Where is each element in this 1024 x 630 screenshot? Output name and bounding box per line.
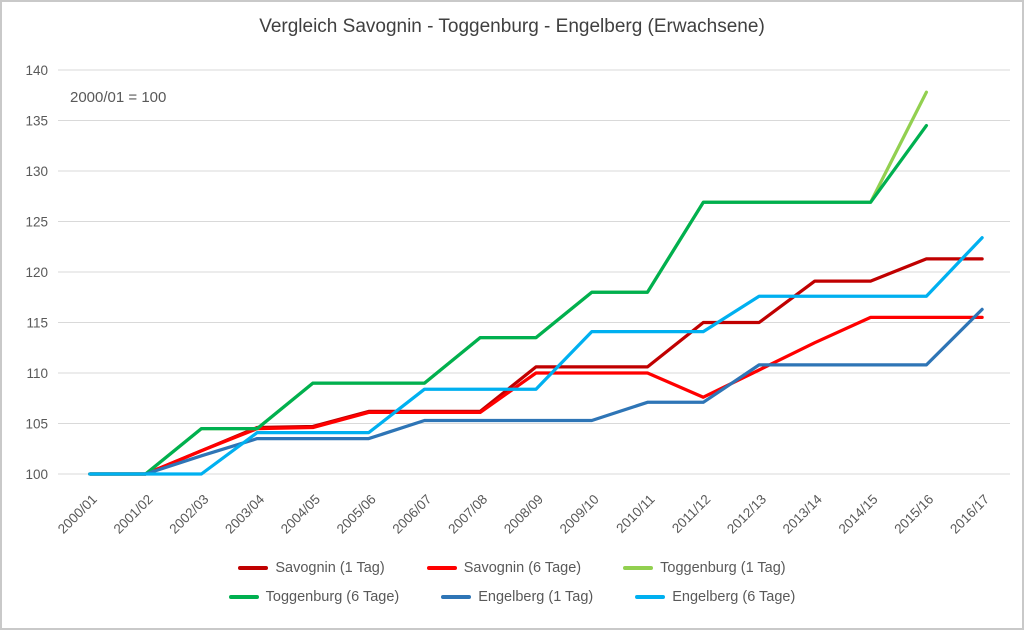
y-tick-label: 105 xyxy=(25,417,48,432)
legend-item-savognin-6-tage: Savognin (6 Tage) xyxy=(426,560,582,576)
series-line-toggenburg-6-tage xyxy=(88,123,929,476)
x-tick-label: 2008/09 xyxy=(501,492,546,537)
legend-item-toggenburg-1-tag: Toggenburg (1 Tag) xyxy=(623,560,786,576)
legend-line-swatch xyxy=(623,566,654,570)
x-tick-label: 2011/12 xyxy=(669,492,713,536)
legend-line-swatch xyxy=(441,595,472,599)
legend-item-engelberg-6-tage: Engelberg (6 Tage) xyxy=(635,589,795,605)
chart-title: Vergleich Savognin - Toggenburg - Engelb… xyxy=(259,16,765,37)
series-line-engelberg-1-tag xyxy=(88,307,984,476)
y-tick-label: 110 xyxy=(26,366,48,381)
x-tick-label: 2015/16 xyxy=(891,492,936,537)
legend-label: Toggenburg (1 Tag) xyxy=(660,560,786,576)
x-tick-label: 2014/15 xyxy=(836,492,881,537)
y-tick-label: 120 xyxy=(25,265,48,280)
series-line-toggenburg-1-tag xyxy=(88,90,929,476)
legend-label: Engelberg (6 Tage) xyxy=(672,589,796,605)
x-tick-label: 2004/05 xyxy=(278,492,323,537)
x-tick-label: 2002/03 xyxy=(166,492,211,537)
legend-label: Savognin (6 Tage) xyxy=(463,560,582,576)
series-line-engelberg-6-tage xyxy=(88,236,984,476)
x-tick-label: 2010/11 xyxy=(613,492,657,536)
x-tick-label: 2007/08 xyxy=(445,492,490,537)
x-tick-label: 2013/14 xyxy=(780,491,825,536)
legend-label: Savognin (1 Tag) xyxy=(275,560,385,576)
legend-line-swatch xyxy=(228,595,259,599)
legend-line-swatch xyxy=(635,595,666,599)
legend-item-savognin-1-tag: Savognin (1 Tag) xyxy=(238,560,385,576)
x-tick-label: 2006/07 xyxy=(389,492,434,537)
x-tick-label: 2003/04 xyxy=(222,491,267,536)
legend-line-swatch xyxy=(238,566,269,570)
x-tick-label: 2001/02 xyxy=(111,492,156,537)
legend-line-swatch xyxy=(426,566,457,570)
x-tick-label: 2000/01 xyxy=(55,492,100,537)
legend-item-engelberg-1-tag: Engelberg (1 Tag) xyxy=(441,589,593,605)
y-tick-label: 100 xyxy=(25,467,48,482)
y-tick-label: 140 xyxy=(25,63,48,78)
y-tick-label: 130 xyxy=(25,164,48,179)
y-tick-label: 135 xyxy=(25,114,48,129)
y-tick-label: 125 xyxy=(25,215,48,230)
legend-label: Engelberg (1 Tag) xyxy=(478,589,594,605)
index-base-annotation: 2000/01 = 100 xyxy=(70,89,167,106)
chart-legend: Savognin (1 Tag) Savognin (6 Tage) Toggenb… xyxy=(182,560,842,605)
x-tick-label: 2012/13 xyxy=(724,492,769,537)
x-tick-label: 2005/06 xyxy=(334,492,379,537)
legend-label: Toggenburg (6 Tage) xyxy=(265,589,400,605)
x-tick-label: 2009/10 xyxy=(557,492,602,537)
legend-item-toggenburg-6-tage: Toggenburg (6 Tage) xyxy=(228,589,400,605)
y-tick-label: 115 xyxy=(26,316,48,331)
x-tick-label: 2016/17 xyxy=(947,492,992,537)
series-line-savognin-6-tage xyxy=(88,315,984,476)
